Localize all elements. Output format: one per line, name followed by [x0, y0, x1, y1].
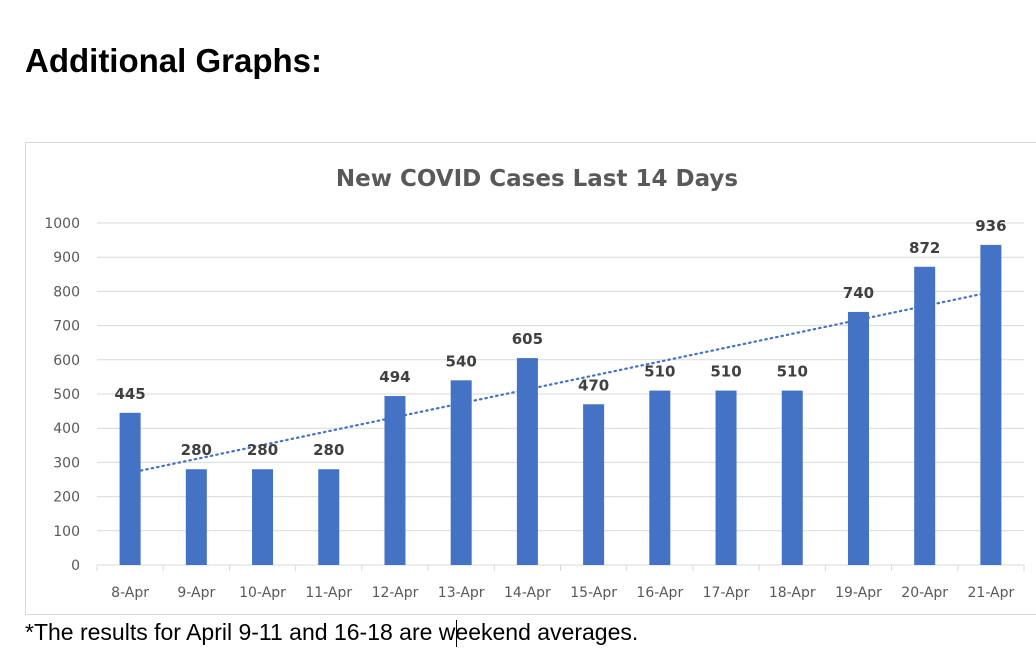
y-tick-label: 400: [53, 421, 80, 437]
data-label: 445: [114, 385, 145, 403]
text-cursor: [456, 620, 457, 647]
x-tick-label: 8-Apr: [111, 585, 149, 601]
data-label: 494: [379, 368, 410, 386]
bar: [847, 311, 869, 565]
y-tick-label: 800: [53, 284, 80, 300]
bar: [715, 390, 737, 565]
page-heading: Additional Graphs:: [25, 42, 322, 79]
chart-title: New COVID Cases Last 14 Days: [336, 166, 738, 192]
y-tick-label: 700: [53, 319, 80, 335]
bar: [583, 404, 605, 565]
bar: [119, 412, 141, 565]
x-tick-label: 14-Apr: [504, 585, 551, 601]
y-tick-label: 1000: [44, 216, 80, 232]
bar: [516, 358, 538, 565]
bar: [980, 244, 1002, 565]
y-tick-label: 500: [53, 387, 80, 403]
footnote: *The results for April 9-11 and 16-18 ar…: [25, 619, 639, 645]
data-label: 510: [777, 363, 808, 381]
bar: [649, 390, 671, 565]
y-tick-label: 100: [53, 524, 80, 540]
data-label: 470: [578, 376, 609, 394]
x-tick-label: 19-Apr: [835, 585, 882, 601]
x-tick-label: 15-Apr: [570, 585, 617, 601]
bar: [450, 380, 472, 565]
y-tick-label: 0: [71, 558, 80, 574]
bar-chart: New COVID Cases Last 14 Days 0 100 200 300 4…: [44, 166, 1025, 601]
bar: [781, 390, 803, 565]
x-tick-label: 11-Apr: [305, 585, 352, 601]
y-tick-label: 200: [53, 490, 80, 506]
data-label: 280: [247, 441, 278, 459]
bar: [252, 469, 274, 565]
x-tick-label: 21-Apr: [968, 585, 1015, 601]
x-tick-label: 13-Apr: [438, 585, 485, 601]
y-tick-label: 600: [53, 353, 80, 369]
x-tick-label: 20-Apr: [901, 585, 948, 601]
data-label: 605: [512, 330, 543, 348]
x-tick-label: 12-Apr: [372, 585, 419, 601]
data-label: 510: [644, 363, 675, 381]
trendline: [129, 290, 992, 474]
data-label: 510: [710, 363, 741, 381]
data-label: 740: [843, 284, 874, 302]
x-tick-label: 16-Apr: [636, 585, 683, 601]
x-tick-label: 9-Apr: [177, 585, 215, 601]
x-tick-label: 17-Apr: [703, 585, 750, 601]
data-label: 540: [446, 352, 477, 370]
data-label: 872: [909, 239, 940, 257]
y-tick-label: 300: [53, 455, 80, 471]
bar: [384, 396, 406, 565]
bar: [318, 469, 340, 565]
x-tick-label: 18-Apr: [769, 585, 816, 601]
bar: [185, 469, 207, 565]
x-tick-label: 10-Apr: [239, 585, 286, 601]
y-tick-label: 900: [53, 250, 80, 266]
bar: [914, 266, 936, 565]
data-label: 280: [181, 441, 212, 459]
data-label: 936: [975, 217, 1006, 235]
data-label: 280: [313, 441, 344, 459]
